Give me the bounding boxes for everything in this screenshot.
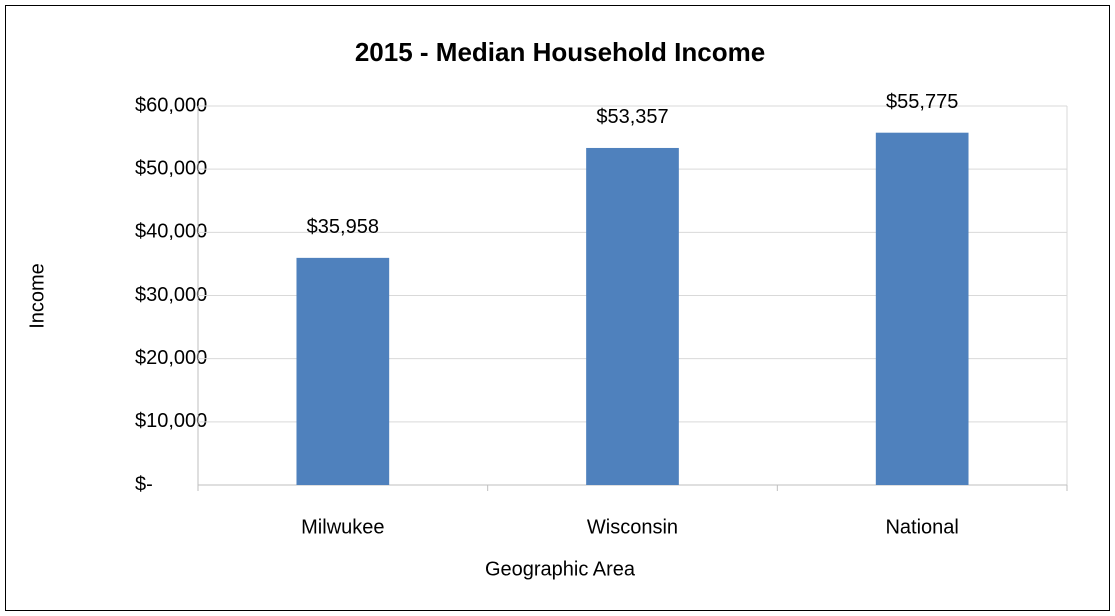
bar bbox=[586, 147, 679, 486]
chart-title: 2015 - Median Household Income bbox=[355, 37, 765, 67]
value-label: $53,357 bbox=[596, 106, 668, 128]
y-tick-label: $60,000 bbox=[135, 94, 207, 116]
y-tick-label: $10,000 bbox=[135, 410, 207, 432]
value-label: $35,958 bbox=[307, 216, 379, 238]
bar bbox=[296, 257, 390, 485]
x-tick-label: Wisconsin bbox=[587, 516, 678, 538]
y-tick-label: $40,000 bbox=[135, 221, 207, 243]
x-tick-label: National bbox=[885, 516, 958, 538]
y-tick-label: $20,000 bbox=[135, 347, 207, 369]
x-axis-label: Geographic Area bbox=[485, 558, 636, 580]
y-tick-label: $30,000 bbox=[135, 284, 207, 306]
x-tick-label: Milwukee bbox=[301, 516, 384, 538]
y-tick-label: $50,000 bbox=[135, 157, 207, 179]
value-label: $55,775 bbox=[886, 91, 958, 113]
bar bbox=[875, 132, 969, 485]
y-axis-label: Income bbox=[26, 263, 48, 329]
y-tick-label: $- bbox=[135, 473, 153, 495]
